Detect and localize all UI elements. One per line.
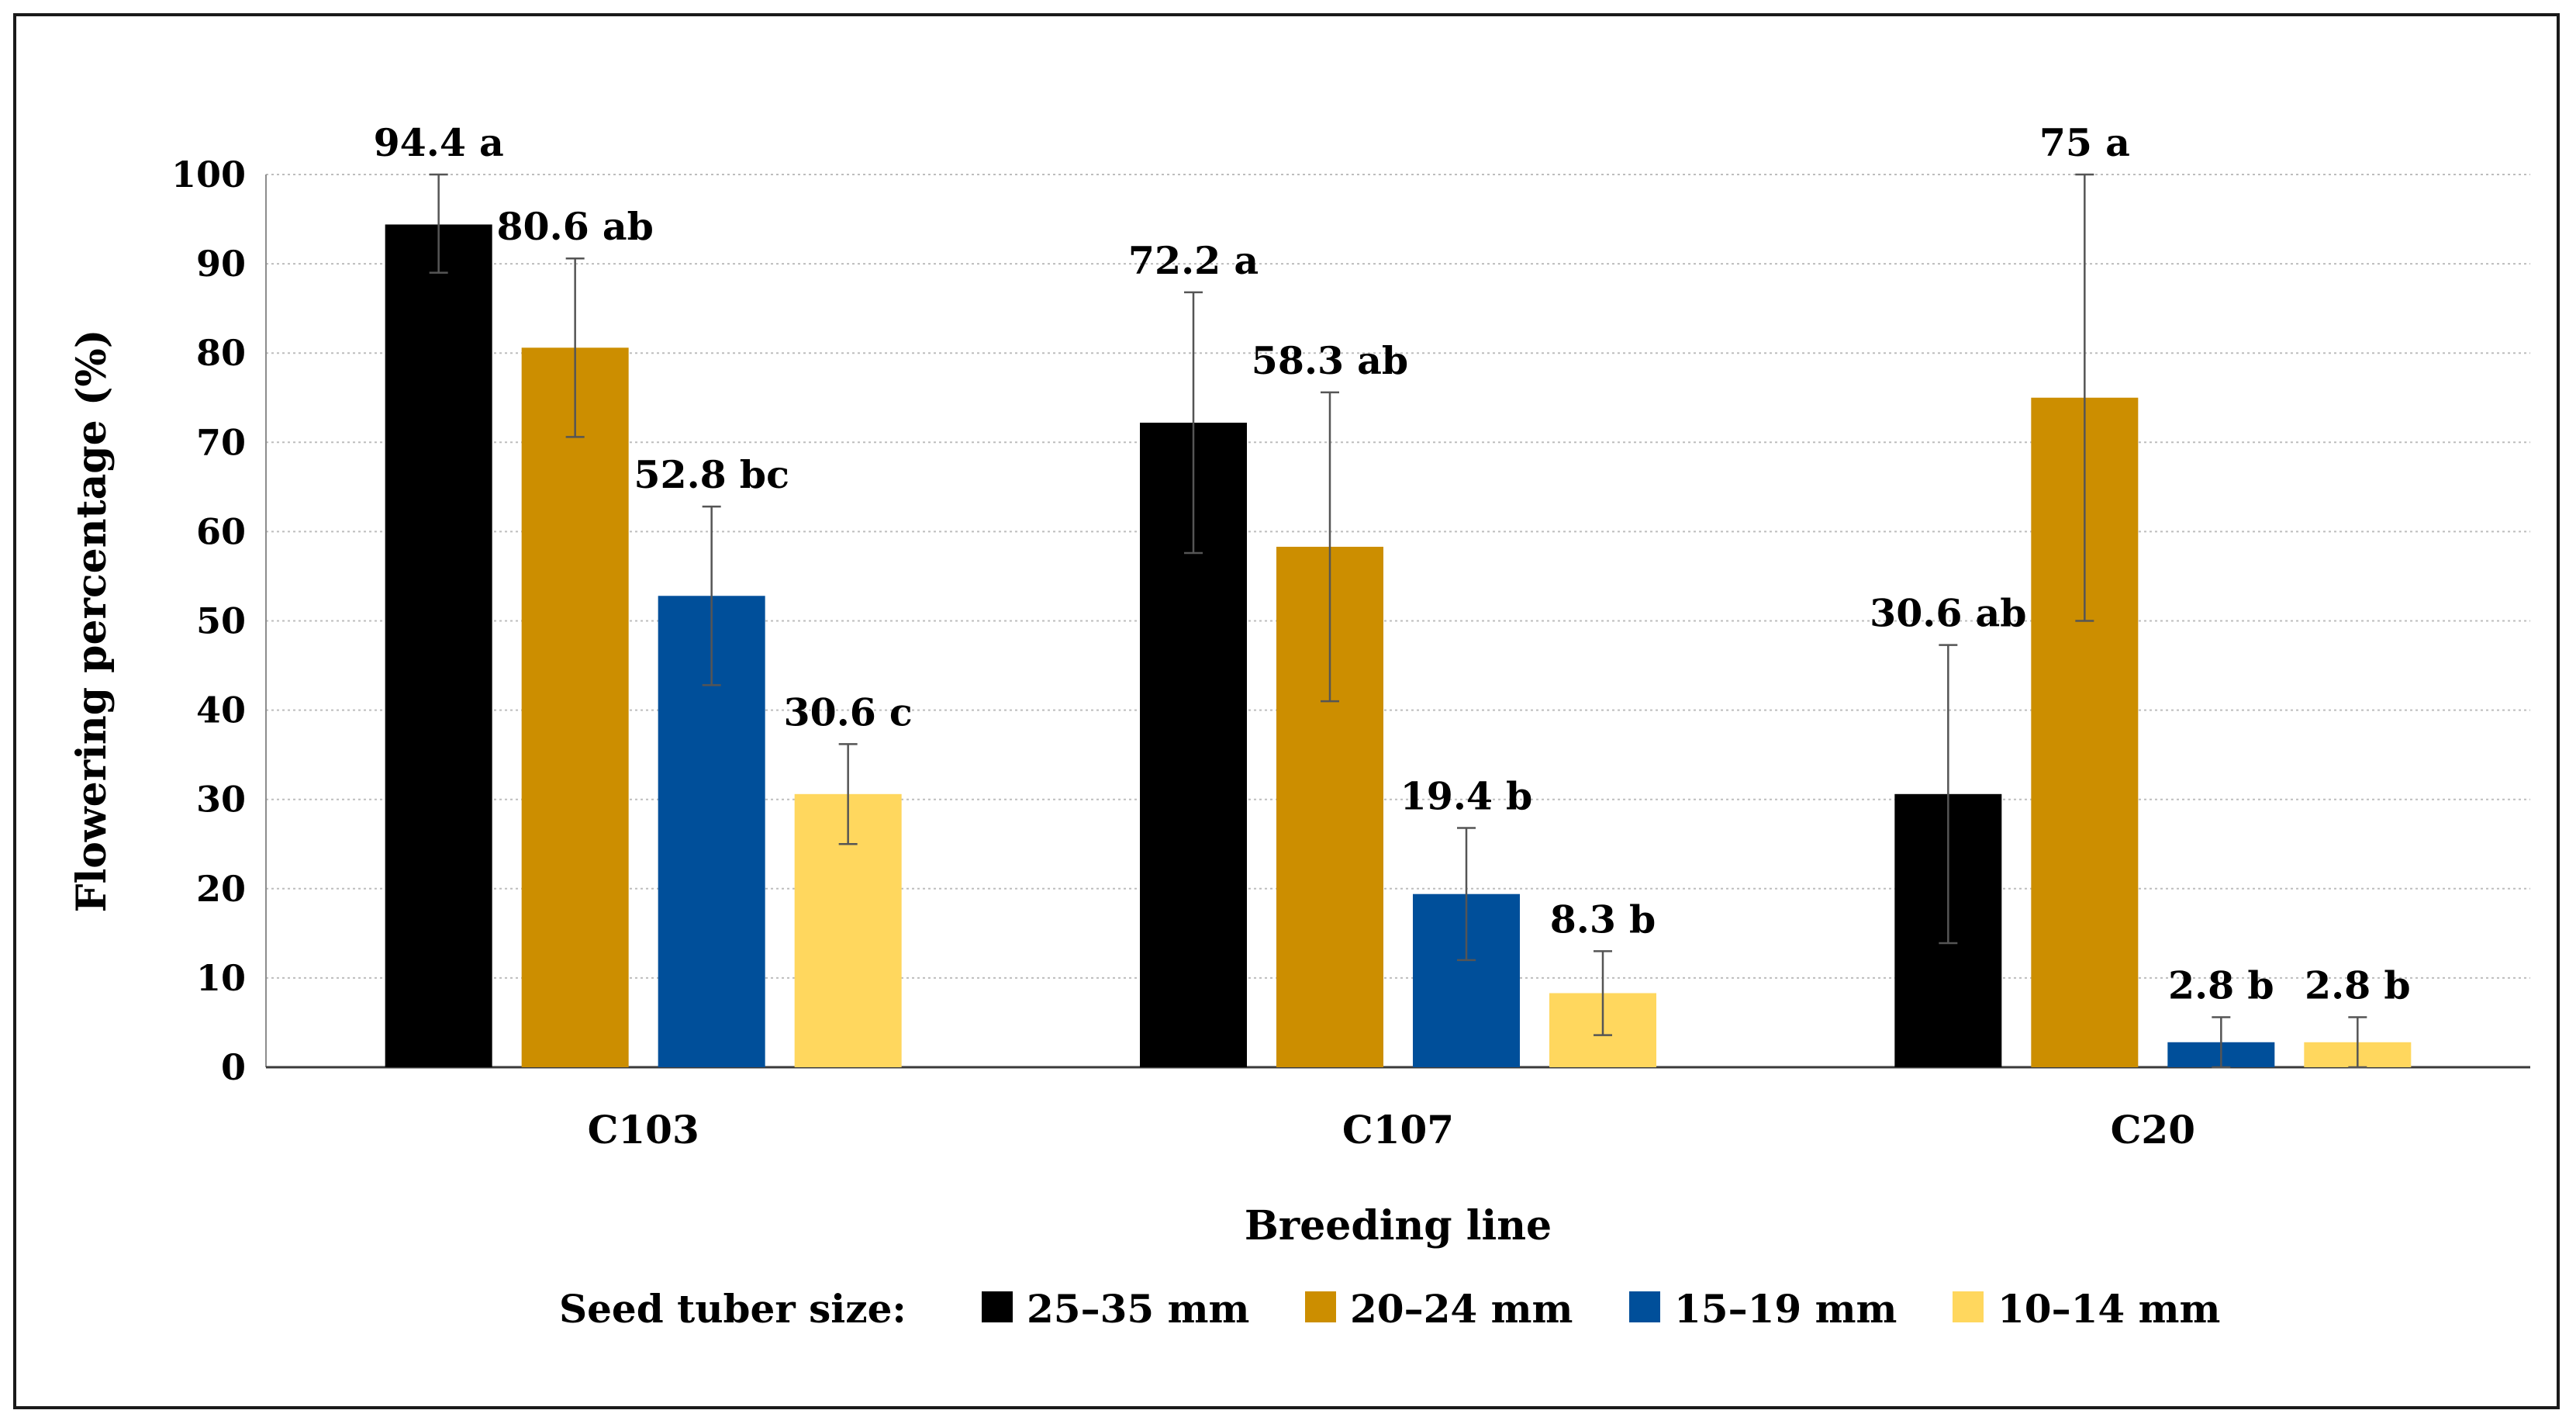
error-bars: [429, 173, 2367, 1069]
legend-label: 15–19 mm: [1674, 1286, 1897, 1332]
data-label: 80.6 ab: [496, 204, 653, 249]
legend-title: Seed tuber size:: [559, 1286, 906, 1332]
x-axis-title: Breeding line: [1245, 1202, 1552, 1249]
y-tick-label: 10: [196, 957, 246, 999]
legend-swatch: [1305, 1291, 1336, 1322]
y-tick-label: 90: [196, 243, 246, 285]
legend: Seed tuber size: 25–35 mm 20–24 mm 15–19 m…: [559, 1286, 2220, 1332]
data-label: 2.8 b: [2168, 963, 2274, 1008]
legend-swatch: [1629, 1291, 1660, 1322]
y-tick-label: 100: [171, 154, 246, 195]
legend-label: 10–14 mm: [1998, 1286, 2220, 1332]
data-label: 94.4 a: [374, 120, 504, 165]
legend-swatch: [1953, 1291, 1984, 1322]
x-tick-label: C20: [2111, 1107, 2195, 1153]
y-tick-label: 20: [196, 868, 246, 910]
data-label: 2.8 b: [2305, 963, 2411, 1008]
legend-label: 20–24 mm: [1350, 1286, 1573, 1332]
data-label: 58.3 ab: [1252, 338, 1408, 383]
y-tick-label: 60: [196, 510, 246, 552]
x-tick-label: C107: [1342, 1107, 1454, 1153]
bar-chart: 0 10 20 30 40 50 60 70 80 90 100 C103 C107 C20 94.4 a…: [68, 120, 2530, 1332]
bar: [521, 347, 629, 1067]
axes: 0 10 20 30 40 50 60 70 80 90 100 C103 C107 C20: [171, 154, 2530, 1153]
chart-frame: 0 10 20 30 40 50 60 70 80 90 100 C103 C107 C20 94.4 a…: [13, 13, 2560, 1409]
y-tick-label: 40: [196, 690, 246, 731]
data-label: 30.6 c: [784, 690, 913, 734]
data-label: 52.8 bc: [634, 452, 789, 497]
y-tick-label: 50: [196, 600, 246, 642]
y-tick-label: 30: [196, 779, 246, 821]
bar: [385, 224, 492, 1067]
data-label: 30.6 ab: [1870, 591, 2026, 636]
x-tick-label: C103: [588, 1107, 699, 1153]
data-labels: 94.4 a 80.6 ab 52.8 bc 30.6 c 72.2 a 58.3 ab 1…: [374, 120, 2411, 1008]
data-label: 72.2 a: [1128, 238, 1259, 283]
y-tick-label: 80: [196, 332, 246, 374]
y-tick-label: 0: [221, 1046, 246, 1088]
y-tick-label: 70: [196, 421, 246, 463]
data-label: 8.3 b: [1550, 897, 1656, 942]
legend-label: 25–35 mm: [1027, 1286, 1249, 1332]
legend-swatch: [982, 1291, 1013, 1322]
data-label: 19.4 b: [1400, 774, 1533, 819]
data-label: 75 a: [2039, 120, 2130, 165]
y-axis-title: Flowering percentage (%): [68, 330, 116, 913]
